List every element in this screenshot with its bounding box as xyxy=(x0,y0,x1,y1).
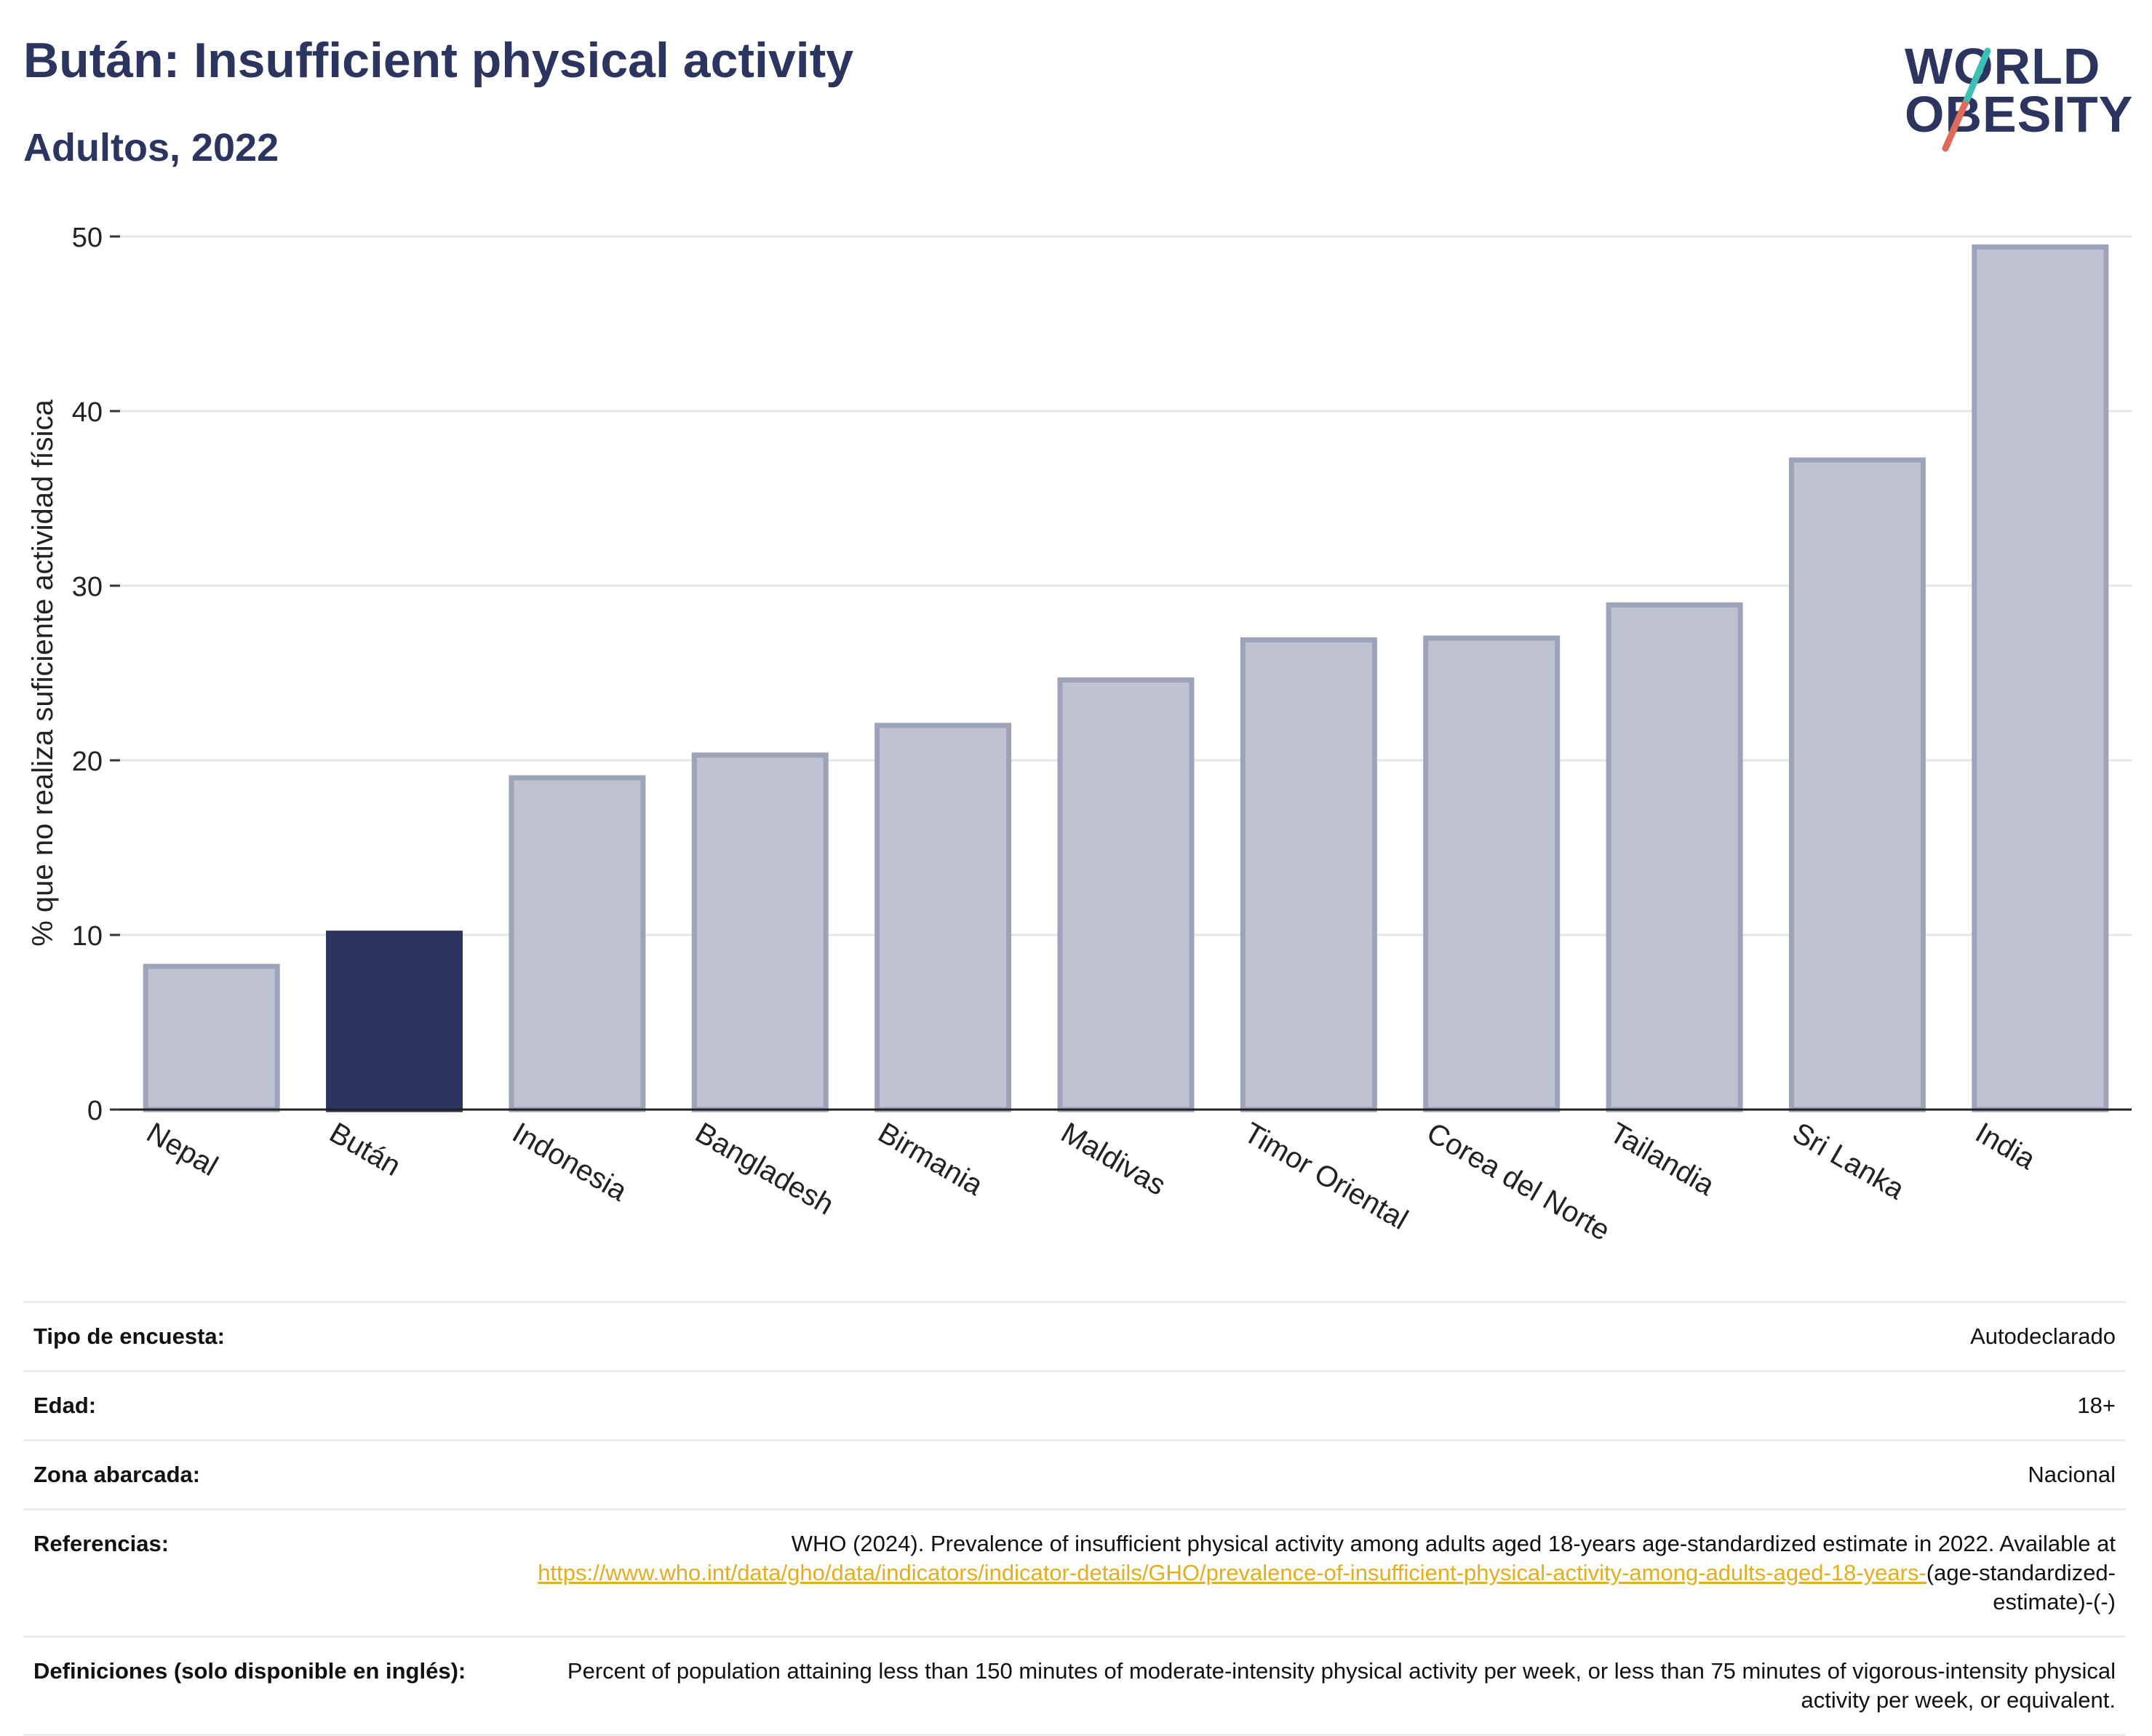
definitions-value: Percent of population attaining less tha… xyxy=(567,1658,2116,1713)
references-link[interactable]: https://www.who.int/data/gho/data/indica… xyxy=(538,1560,1926,1585)
meta-row-references: Referencias: WHO (2024). Prevalence of i… xyxy=(23,1508,2126,1636)
bar-india[interactable] xyxy=(1972,244,2109,1112)
bar-bangladesh[interactable] xyxy=(691,752,829,1112)
y-axis-label: % que no realiza suficiente actividad fí… xyxy=(27,399,59,946)
bar-nepal[interactable] xyxy=(143,963,280,1112)
bar-maldivas[interactable] xyxy=(1057,677,1195,1112)
y-tick-label: 10 xyxy=(72,921,103,952)
x-tick-label: Bután xyxy=(324,1117,407,1182)
world-obesity-logo: WORLD OBESITY xyxy=(1892,29,2139,160)
bar-tailandia[interactable] xyxy=(1606,602,1743,1112)
logo-word-world: WORLD xyxy=(1905,38,2101,95)
x-tick-label: Indonesia xyxy=(507,1117,633,1208)
meta-label: Edad: xyxy=(33,1393,97,1418)
chart-subtitle: Adultos, 2022 xyxy=(23,126,279,170)
y-tick-label: 20 xyxy=(72,746,103,777)
x-tick-label: Tailandia xyxy=(1604,1117,1720,1202)
bars xyxy=(143,244,2109,1112)
bar-birmania[interactable] xyxy=(874,722,1012,1112)
y-tick-label: 30 xyxy=(72,572,103,602)
meta-label: Zona abarcada: xyxy=(33,1462,201,1487)
bar-timor-oriental[interactable] xyxy=(1240,637,1377,1112)
bar-corea-del-norte[interactable] xyxy=(1423,635,1561,1112)
x-tick-label: Corea del Norte xyxy=(1422,1117,1616,1247)
meta-row-definitions: Definiciones (solo disponible en inglés)… xyxy=(23,1636,2126,1736)
meta-label: Referencias: xyxy=(33,1531,170,1556)
references-suffix: (age-standardized-estimate)-(-) xyxy=(1926,1560,2116,1614)
meta-row-age: Edad: 18+ xyxy=(23,1370,2126,1439)
x-tick-label: Sri Lanka xyxy=(1787,1117,1910,1206)
x-tick-label: Nepal xyxy=(141,1117,223,1182)
chart-title: Bután: Insufficient physical activity xyxy=(23,33,854,88)
x-tick-label: Timor Oriental xyxy=(1238,1117,1413,1236)
references-value: WHO (2024). Prevalence of insufficient p… xyxy=(530,1529,2116,1617)
meta-row-coverage: Zona abarcada: Nacional xyxy=(23,1439,2126,1508)
x-tick-label: Birmania xyxy=(873,1117,989,1202)
meta-label: Tipo de encuesta: xyxy=(33,1323,225,1349)
meta-value: 18+ xyxy=(2077,1393,2116,1418)
x-tick-label: Bangladesh xyxy=(690,1117,839,1222)
y-tick-label: 0 xyxy=(87,1096,103,1126)
x-tick-label: Maldivas xyxy=(1056,1117,1171,1202)
references-text: WHO (2024). Prevalence of insufficient p… xyxy=(791,1531,2116,1556)
meta-value: Nacional xyxy=(2028,1462,2116,1487)
bar-indonesia[interactable] xyxy=(509,775,646,1112)
bar-chart: 0 10 20 30 40 50 Nepal Bután Indonesia Bangladesh… xyxy=(27,223,2132,1247)
bar-sri-lanka[interactable] xyxy=(1788,457,1926,1112)
meta-value: Autodeclarado xyxy=(1970,1323,2116,1349)
bar-bután[interactable] xyxy=(326,931,463,1112)
y-tick-label: 40 xyxy=(72,397,103,428)
meta-label: Definiciones (solo disponible en inglés)… xyxy=(33,1658,466,1684)
logo-slash-icon xyxy=(1942,47,1991,152)
y-tick-label: 50 xyxy=(72,223,103,253)
meta-row-survey-type: Tipo de encuesta: Autodeclarado xyxy=(23,1301,2126,1370)
metadata-table: Tipo de encuesta: Autodeclarado Edad: 18… xyxy=(23,1301,2126,1736)
logo-word-obesity: OBESITY xyxy=(1905,86,2134,143)
x-tick-label: India xyxy=(1970,1117,2041,1176)
